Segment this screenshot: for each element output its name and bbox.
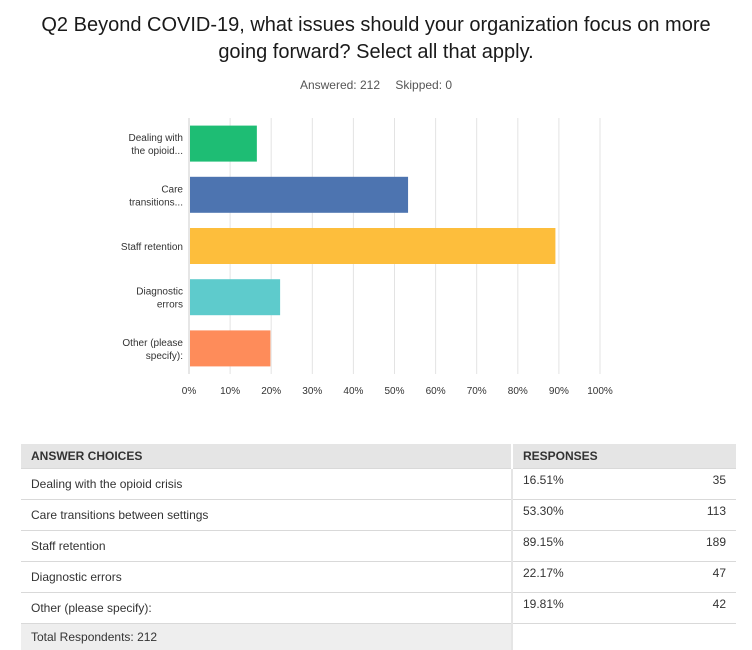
response-count: 35 [648, 469, 736, 500]
answer-choice: Care transitions between settings [21, 500, 512, 531]
total-respondents: Total Respondents: 212 [21, 624, 512, 650]
bar-chart: 0% 10% 20% 30% 40% 50% 60% 70% 80% 90% 100% Dealing… [0, 0, 752, 410]
x-tick-label: 20% [261, 386, 281, 397]
category-label: Diagnostic [136, 287, 183, 298]
response-count: 189 [648, 531, 736, 562]
x-tick-label: 80% [508, 386, 528, 397]
bar [190, 279, 280, 315]
x-tick-label: 10% [220, 386, 240, 397]
answer-choice: Dealing with the opioid crisis [21, 469, 512, 500]
bar [190, 330, 270, 366]
response-count: 42 [648, 593, 736, 624]
category-label: Care [161, 184, 183, 195]
total-row: Total Respondents: 212 [21, 624, 736, 650]
category-label: transitions... [129, 197, 183, 208]
category-label: specify): [146, 351, 183, 362]
category-label: the opioid... [131, 146, 183, 157]
x-tick-label: 90% [549, 386, 569, 397]
response-count: 47 [648, 562, 736, 593]
bar [190, 228, 555, 264]
category-label: Staff retention [121, 242, 183, 253]
category-label: Other (please [122, 338, 183, 349]
response-percent: 89.15% [512, 531, 648, 562]
bar [190, 177, 408, 213]
bar [190, 126, 257, 162]
response-count: 113 [648, 500, 736, 531]
table-row: Diagnostic errors 22.17% 47 [21, 562, 736, 593]
x-tick-label: 60% [426, 386, 446, 397]
answer-choice: Other (please specify): [21, 593, 512, 624]
x-tick-label: 40% [343, 386, 363, 397]
table-row: Care transitions between settings 53.30%… [21, 500, 736, 531]
x-tick-label: 0% [182, 386, 197, 397]
table-row: Staff retention 89.15% 189 [21, 531, 736, 562]
x-tick-label: 50% [384, 386, 404, 397]
answer-choice: Staff retention [21, 531, 512, 562]
responses-header: RESPONSES [512, 444, 736, 469]
table-row: Dealing with the opioid crisis 16.51% 35 [21, 469, 736, 500]
response-percent: 22.17% [512, 562, 648, 593]
total-spacer [512, 624, 736, 650]
x-tick-label: 100% [587, 386, 613, 397]
answer-choice: Diagnostic errors [21, 562, 512, 593]
response-percent: 16.51% [512, 469, 648, 500]
table-header-row: ANSWER CHOICES RESPONSES [21, 444, 736, 469]
x-tick-label: 70% [467, 386, 487, 397]
category-label: Dealing with [129, 133, 183, 144]
category-label: errors [157, 300, 183, 311]
x-tick-label: 30% [302, 386, 322, 397]
responses-table: ANSWER CHOICES RESPONSES Dealing with th… [21, 444, 736, 650]
table-row: Other (please specify): 19.81% 42 [21, 593, 736, 624]
answer-choices-header: ANSWER CHOICES [21, 444, 512, 469]
response-percent: 19.81% [512, 593, 648, 624]
response-percent: 53.30% [512, 500, 648, 531]
